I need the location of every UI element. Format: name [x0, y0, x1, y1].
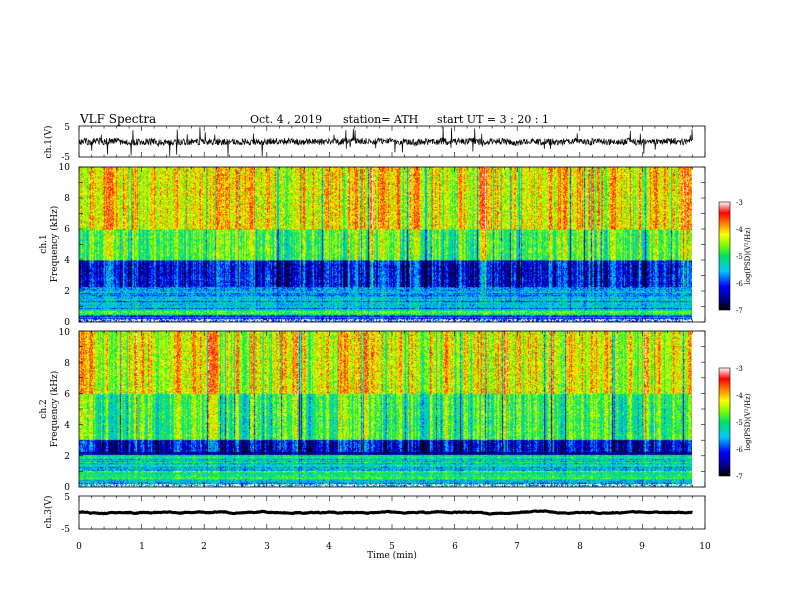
ch1-spectrogram-image — [79, 167, 692, 322]
xtick-6: 6 — [452, 542, 458, 552]
xtick-3: 3 — [264, 542, 270, 552]
ch2-cb-tick-m7: -7 — [736, 473, 743, 481]
xtick-5: 5 — [389, 542, 395, 552]
ch1-ylabel-frequency: Frequency (kHz) — [49, 206, 60, 283]
ch2-freq-ticklabels: 0 2 4 6 8 10 — [59, 328, 71, 493]
ch1-freq-ticklabels: 0 2 4 6 8 10 — [59, 163, 71, 328]
ch1-spectrogram-ticks — [78, 166, 706, 323]
ch2-colorbar-scale — [718, 367, 731, 477]
ch2-ftick-0: 0 — [64, 483, 70, 493]
ch2-ftick-8: 8 — [64, 359, 70, 369]
ch1-ftick-4: 4 — [64, 256, 70, 266]
xtick-7: 7 — [514, 542, 520, 552]
xtick-2: 2 — [201, 542, 207, 552]
ch1-cb-tick-m6: -6 — [736, 280, 743, 288]
ch1-colorbar-scale — [718, 201, 731, 311]
ch1-colorbar-label: log(PSD)(V²/Hz) — [744, 227, 752, 284]
ch2-ftick-4: 4 — [64, 421, 70, 431]
station-label: station= ATH — [343, 113, 418, 126]
ch3-waveform-panel: 5 -5 ch.3(V) — [43, 493, 706, 535]
ch1-ftick-6: 6 — [64, 225, 70, 235]
figure-title: VLF Spectra — [79, 112, 156, 126]
ch1-ylabel-channel: ch.1 — [39, 234, 49, 253]
ch1-ftick-8: 8 — [64, 194, 70, 204]
ch2-ftick-6: 6 — [64, 390, 70, 400]
ch3-waveform-ticks — [78, 496, 706, 529]
ch2-ylabel-frequency: Frequency (kHz) — [49, 371, 60, 448]
xtick-0: 0 — [76, 542, 82, 552]
start-time-label: start UT = 3 : 20 : 1 — [437, 113, 549, 126]
ch2-cb-tick-m6: -6 — [736, 446, 743, 454]
ch1-cb-tick-m5: -5 — [736, 253, 743, 261]
time-axis-ticklabels: 0 1 2 3 4 5 6 7 8 9 10 — [76, 542, 711, 552]
ch3-ytick-min: -5 — [61, 525, 70, 535]
ch1-waveform-trace — [78, 126, 693, 157]
ch1-waveform-panel: 5 -5 ch.1(V) — [43, 123, 706, 163]
ch1-cb-tick-m7: -7 — [736, 307, 743, 315]
ch1-ytick-max: 5 — [64, 123, 70, 133]
ch1-cb-tick-m4: -4 — [736, 226, 743, 234]
xtick-8: 8 — [577, 542, 583, 552]
ch1-ylabel: ch.1(V) — [43, 126, 54, 159]
ch2-spectrogram-panel: 0 2 4 6 8 10 ch.2 Frequency (kHz) — [39, 328, 706, 493]
ch2-ftick-10: 10 — [59, 328, 71, 338]
ch2-spectrogram-ticks — [78, 330, 706, 488]
ch1-ftick-0: 0 — [64, 318, 70, 328]
ch2-cb-tick-m3: -3 — [736, 365, 743, 373]
ch1-ftick-2: 2 — [64, 287, 70, 297]
ch1-ytick-min: -5 — [61, 153, 70, 163]
ch1-waveform-ticks — [78, 126, 706, 157]
ch2-ylabel-channel: ch.2 — [39, 399, 49, 418]
ch3-waveform-trace — [79, 509, 693, 516]
ch1-cb-tick-m3: -3 — [736, 199, 743, 207]
xtick-10: 10 — [699, 542, 711, 552]
date-label: Oct. 4 , 2019 — [250, 113, 322, 126]
ch2-ftick-2: 2 — [64, 452, 70, 462]
ch2-cb-tick-m4: -4 — [736, 392, 743, 400]
xtick-1: 1 — [139, 542, 145, 552]
ch2-colorbar-label: log(PSD)(V²/Hz) — [744, 393, 752, 450]
ch1-colorbar: -3 -4 -5 -6 -7 log(PSD)(V²/Hz) — [718, 199, 752, 315]
ch3-ytick-max: 5 — [64, 493, 70, 503]
time-axis-label: Time (min) — [367, 550, 417, 561]
ch2-colorbar: -3 -4 -5 -6 -7 log(PSD)(V²/Hz) — [718, 365, 752, 481]
xtick-9: 9 — [639, 542, 645, 552]
ch1-spectrogram-panel: 0 2 4 6 8 10 ch.1 Frequency (kHz) — [39, 163, 706, 328]
ch3-ylabel: ch.3(V) — [43, 496, 54, 529]
xtick-4: 4 — [326, 542, 332, 552]
ch2-spectrogram-image — [79, 331, 692, 487]
ch1-ftick-10: 10 — [59, 163, 71, 173]
ch2-cb-tick-m5: -5 — [736, 419, 743, 427]
